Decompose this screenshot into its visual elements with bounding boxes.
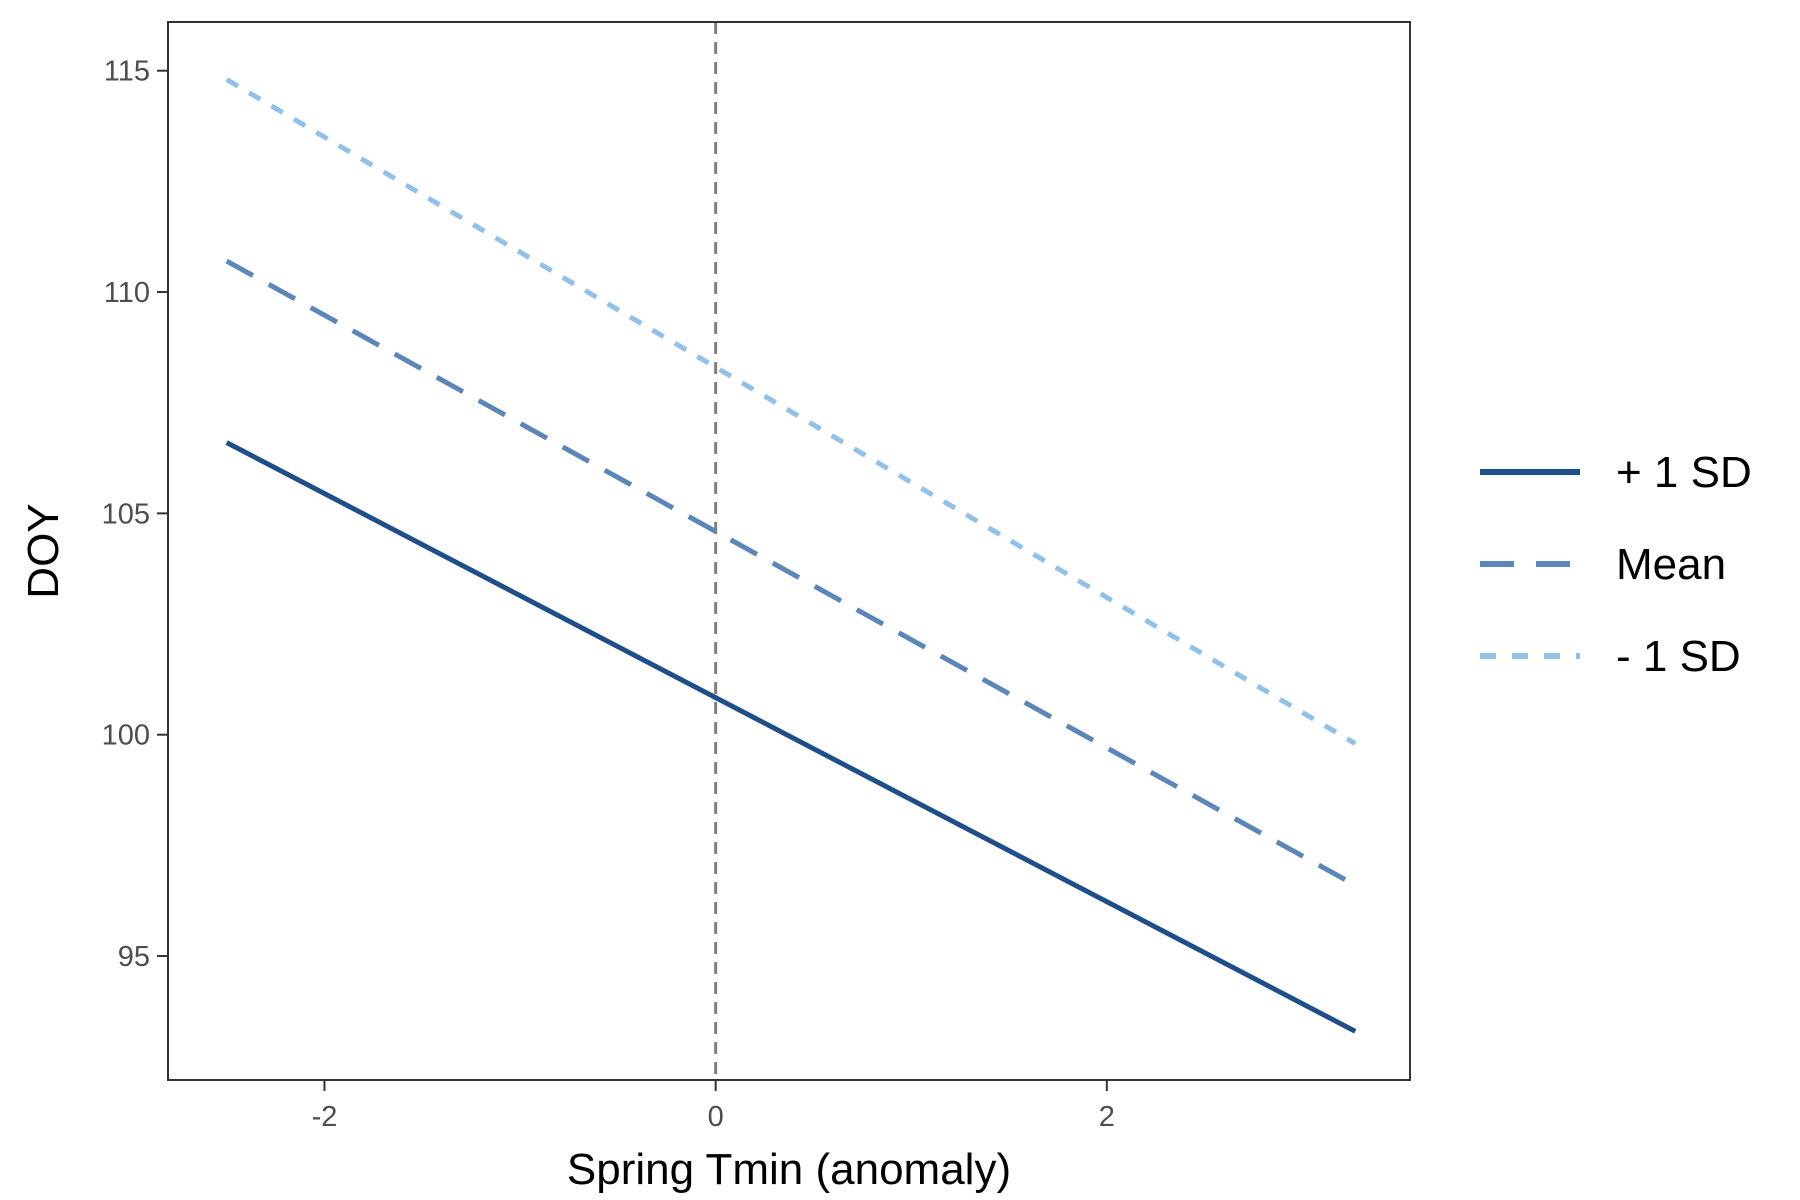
series-line-0 — [225, 440, 1357, 1034]
x-tick-label: -2 — [312, 1101, 338, 1133]
series-line-1 — [225, 258, 1357, 888]
series-line-2 — [225, 77, 1357, 746]
x-tick-label: 0 — [708, 1101, 724, 1133]
legend-label-0: + 1 SD — [1616, 448, 1752, 497]
x-axis-title: Spring Tmin (anomaly) — [567, 1145, 1011, 1194]
y-tick-label: 100 — [102, 720, 150, 752]
y-axis-title: DOY — [19, 503, 68, 598]
x-axis: -2 0 2 — [312, 1080, 1115, 1133]
y-axis: 95 100 105 110 115 — [102, 56, 168, 973]
legend: + 1 SD Mean - 1 SD — [1480, 448, 1752, 681]
plot-panel — [167, 21, 1411, 1081]
y-tick-label: 105 — [102, 498, 150, 530]
legend-item-1: Mean — [1480, 540, 1726, 589]
x-tick-label: 2 — [1099, 1101, 1115, 1133]
legend-item-0: + 1 SD — [1480, 448, 1752, 497]
series-layer — [225, 77, 1357, 1034]
y-tick-label: 95 — [118, 941, 150, 973]
legend-label-1: Mean — [1616, 540, 1726, 589]
legend-item-2: - 1 SD — [1480, 632, 1741, 681]
panel-border — [167, 21, 1411, 1081]
y-tick-label: 110 — [104, 277, 150, 309]
y-tick-label: 115 — [104, 56, 150, 88]
legend-label-2: - 1 SD — [1616, 632, 1741, 681]
